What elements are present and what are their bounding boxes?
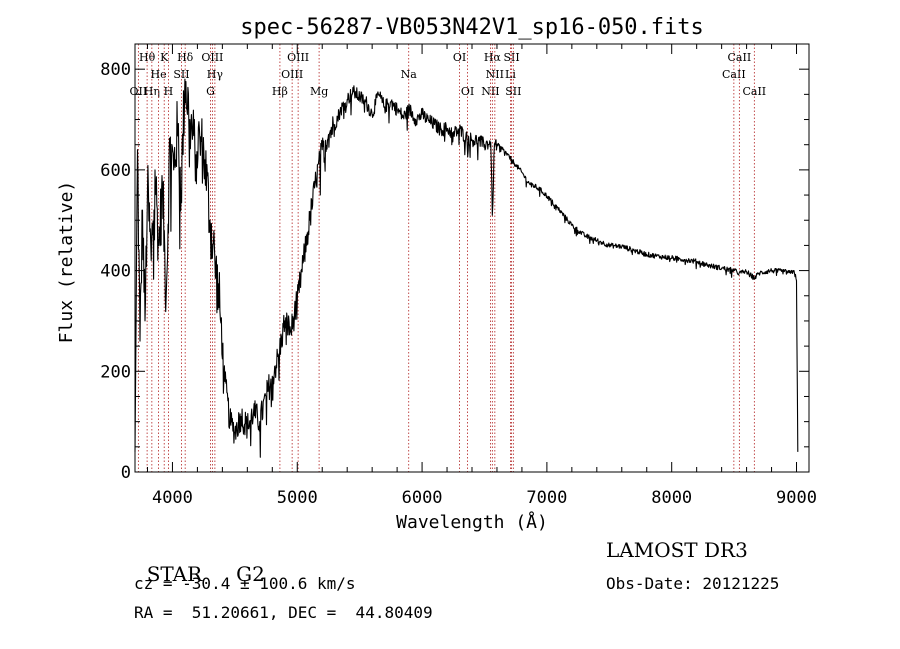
x-tick-label: 8000 (651, 488, 692, 508)
line-label-OIII: OIII (281, 68, 303, 81)
line-label-Li: Li (505, 68, 516, 81)
object-subclass: G2 (236, 562, 265, 586)
line-label-OIII: OIII (287, 51, 309, 64)
line-label-SII: SII (173, 68, 189, 81)
line-label-Hδ: Hδ (177, 51, 194, 64)
line-label-CaII: CaII (742, 85, 766, 98)
line-label-OI: OI (453, 51, 466, 64)
line-label-Hθ: Hθ (139, 51, 156, 64)
x-axis-label: Wavelength (Å) (396, 511, 548, 533)
redshift-cz: cz = -30.4 ± 100.6 km/s (134, 574, 356, 593)
y-tick-label: 0 (121, 463, 131, 483)
line-label-SII: SII (505, 85, 521, 98)
line-label-Hα: Hα (484, 51, 502, 64)
line-label-Mg: Mg (310, 85, 328, 98)
line-label-OIII: OIII (201, 51, 223, 64)
y-axis: 0 200 400 600 800 (100, 60, 809, 483)
line-label-OII: OII (130, 85, 148, 98)
line-label-G: G (206, 85, 215, 98)
line-label-Hγ: Hγ (207, 68, 224, 81)
line-label-K: K (160, 51, 169, 64)
line-label-CaII: CaII (728, 51, 752, 64)
x-tick-label: 9000 (776, 488, 817, 508)
line-label-Hβ: Hβ (272, 85, 288, 98)
line-label-Na: Na (401, 68, 418, 81)
survey-name: LAMOST DR3 (606, 538, 748, 562)
observation-date: Obs-Date: 20121225 (606, 574, 780, 593)
line-label-H: H (164, 85, 174, 98)
y-tick-label: 200 (100, 362, 131, 382)
y-tick-label: 400 (100, 262, 131, 282)
line-label-SII: SII (503, 51, 519, 64)
x-tick-label: 6000 (402, 488, 443, 508)
footer-class: STAR G2 (134, 538, 265, 586)
x-tick-label: 5000 (277, 488, 318, 508)
line-label-NII: NII (481, 85, 499, 98)
line-label-Hη: Hη (144, 85, 160, 98)
line-label-OI: OI (461, 85, 474, 98)
plot-frame (134, 43, 810, 473)
line-label-He: He (151, 68, 167, 81)
line-label-CaII: CaII (722, 68, 746, 81)
y-tick-label: 800 (100, 60, 131, 80)
y-tick-label: 600 (100, 161, 131, 181)
x-tick-label: 7000 (526, 488, 567, 508)
line-label-NII: NII (486, 68, 504, 81)
y-axis-label: Flux (relative) (56, 181, 77, 344)
ra-dec: RA = 51.20661, DEC = 44.80409 (134, 603, 433, 622)
spectrum-series-line (134, 78, 799, 458)
chart-title: spec-56287-VB053N42V1_sp16-050.fits (240, 15, 704, 40)
x-tick-label: 4000 (152, 488, 193, 508)
object-class: STAR (146, 562, 203, 586)
x-axis: 4000 5000 6000 7000 8000 9000 (146, 44, 817, 508)
